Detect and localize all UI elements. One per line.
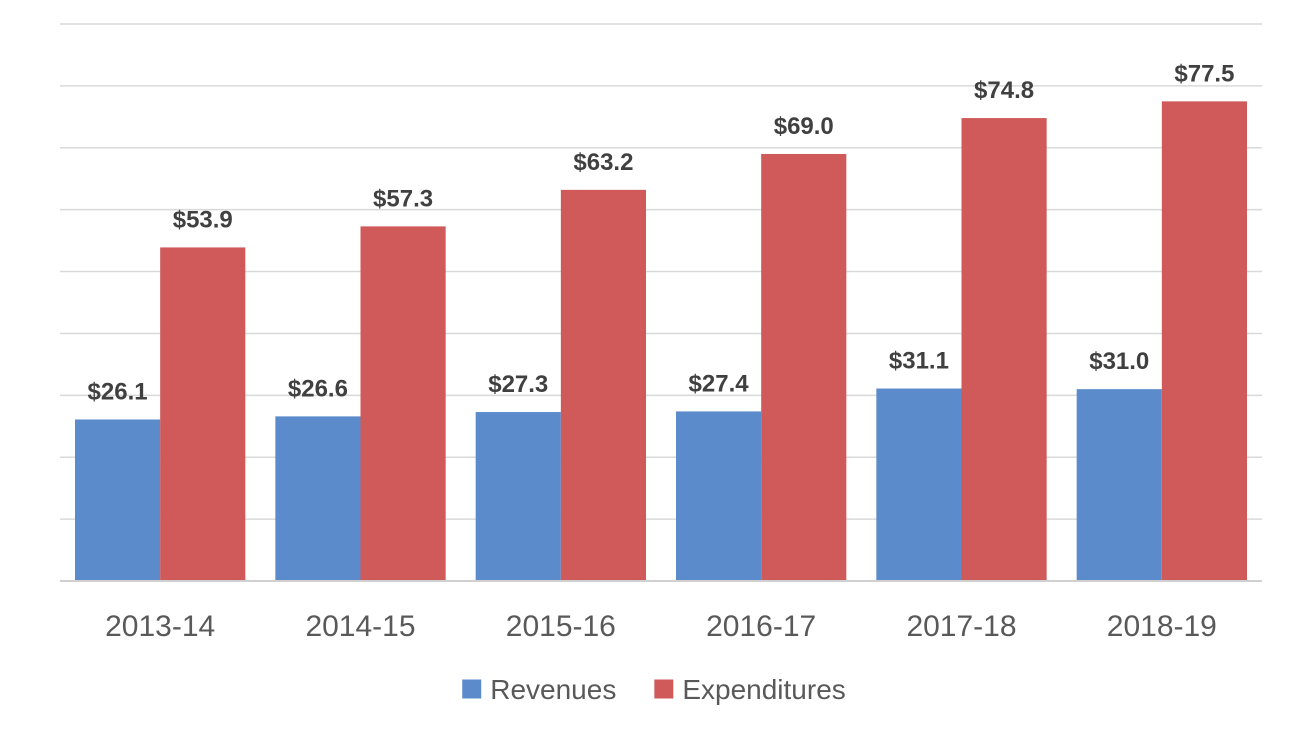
data-labels: $26.1 $26.6 $27.3 $27.4 $31.1 $31.0 $53.9 $57.3… [88, 60, 1235, 405]
bar-revenues-2015-16 [475, 412, 561, 581]
data-label-expenditures-2015-16: $63.2 [573, 149, 633, 176]
data-label-revenues-2018-19: $31.0 [1089, 348, 1149, 375]
x-tick-label: 2017-18 [906, 610, 1016, 643]
bar-expenditures-2018-19 [1161, 101, 1247, 581]
bar-revenues-2014-15 [275, 416, 361, 581]
x-axis-tick-labels: 2013-14 2014-15 2015-16 2016-17 2017-18 2018-… [105, 610, 1217, 643]
legend-label-revenues: Revenues [490, 674, 616, 705]
x-tick-label: 2014-15 [305, 610, 415, 643]
data-label-expenditures-2018-19: $77.5 [1174, 60, 1234, 87]
data-label-revenues-2015-16: $27.3 [488, 371, 548, 398]
bars [75, 101, 1247, 582]
data-label-revenues-2013-14: $26.1 [88, 378, 148, 405]
legend: Revenues Expenditures [462, 674, 846, 705]
bar-expenditures-2013-14 [160, 247, 246, 581]
legend-swatch-revenues [462, 679, 482, 699]
data-label-expenditures-2013-14: $53.9 [173, 206, 233, 233]
data-label-expenditures-2016-17: $69.0 [774, 113, 834, 140]
bar-expenditures-2016-17 [761, 153, 847, 581]
legend-swatch-expenditures [654, 679, 674, 699]
bar-revenues-2013-14 [75, 419, 161, 581]
bar-expenditures-2015-16 [560, 189, 646, 581]
legend-item-expenditures: Expenditures [654, 674, 846, 705]
data-label-revenues-2017-18: $31.1 [889, 348, 949, 375]
x-tick-label: 2018-19 [1107, 610, 1217, 643]
bar-expenditures-2014-15 [360, 226, 446, 582]
legend-label-expenditures: Expenditures [682, 674, 845, 705]
x-tick-label: 2015-16 [506, 610, 616, 643]
bar-expenditures-2017-18 [961, 118, 1047, 582]
gridlines [60, 23, 1262, 520]
data-label-expenditures-2017-18: $74.8 [974, 77, 1034, 104]
legend-item-revenues: Revenues [462, 674, 616, 705]
x-tick-label: 2016-17 [706, 610, 816, 643]
bar-revenues-2018-19 [1076, 389, 1162, 581]
data-label-expenditures-2014-15: $57.3 [373, 185, 433, 212]
bar-revenues-2016-17 [676, 411, 762, 581]
x-tick-label: 2013-14 [105, 610, 215, 643]
bar-revenues-2017-18 [876, 388, 962, 581]
data-label-revenues-2016-17: $27.4 [689, 370, 750, 397]
data-label-revenues-2014-15: $26.6 [288, 375, 348, 402]
